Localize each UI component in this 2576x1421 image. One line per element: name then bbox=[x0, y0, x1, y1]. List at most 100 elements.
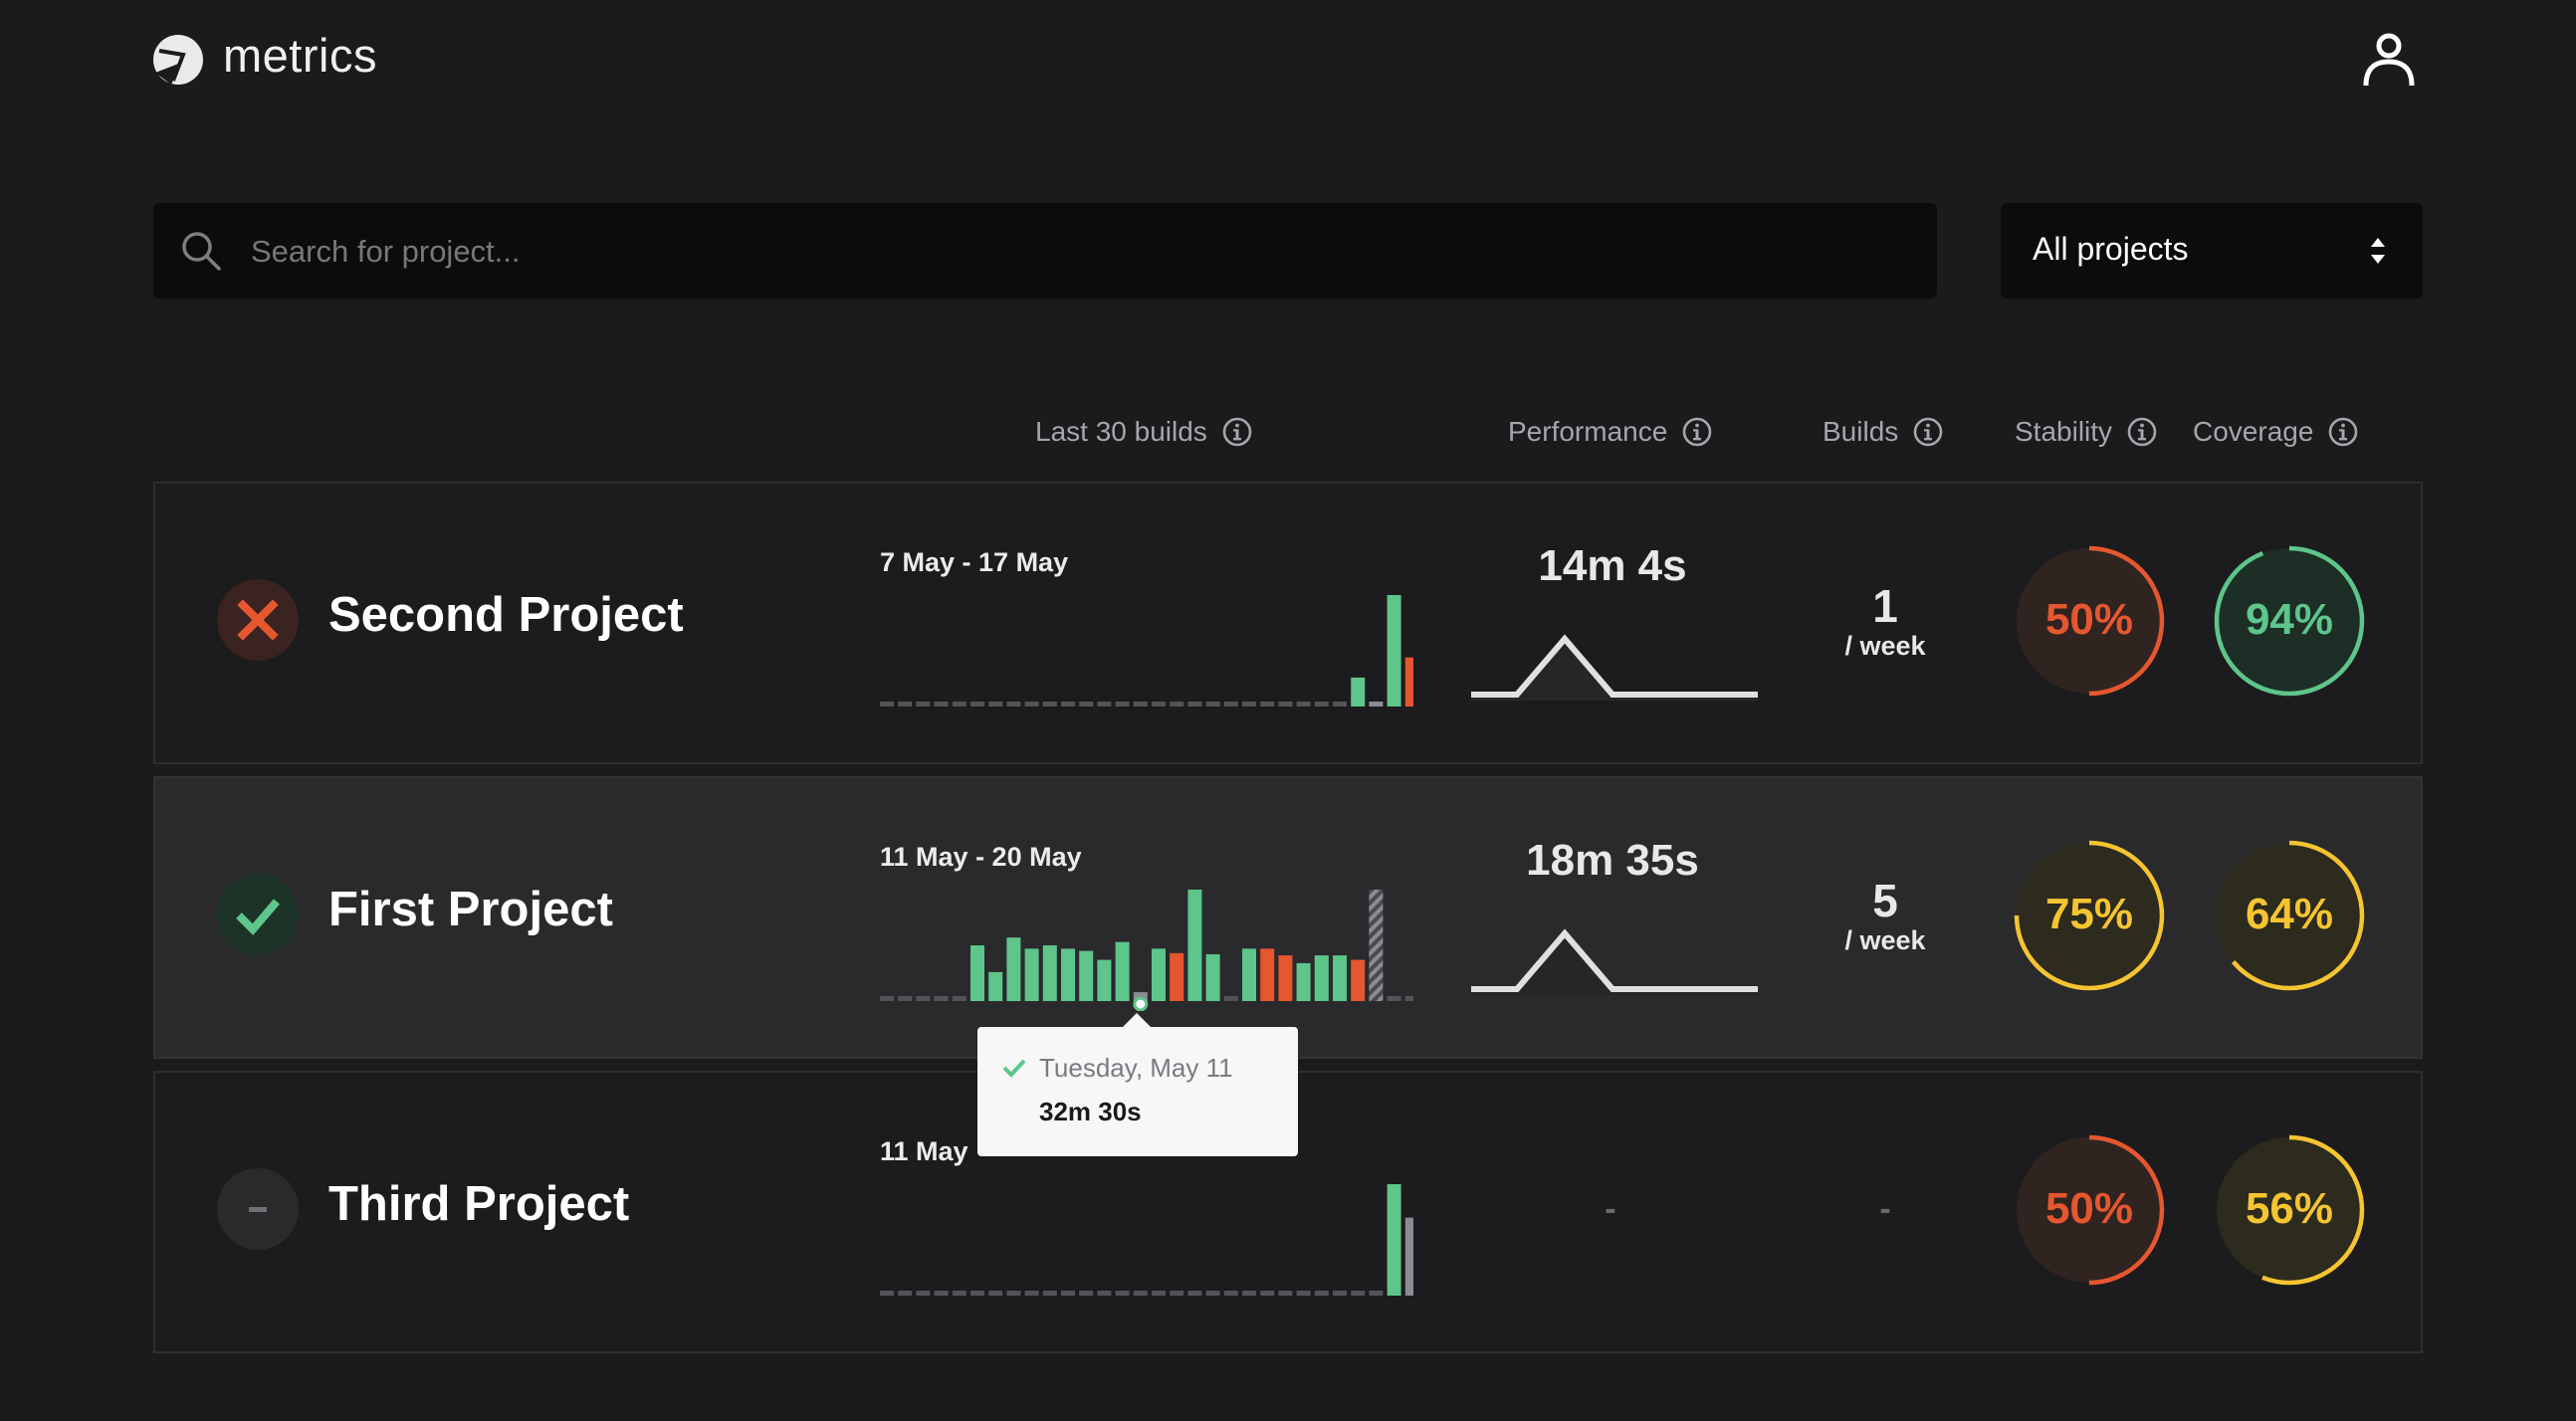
build-bar[interactable] bbox=[1205, 953, 1220, 1001]
build-bar[interactable] bbox=[1278, 955, 1293, 1001]
column-header-label: Stability bbox=[2015, 416, 2113, 447]
build-bar-empty bbox=[952, 1291, 966, 1296]
build-bar[interactable] bbox=[1170, 952, 1184, 1001]
build-bar[interactable] bbox=[1006, 937, 1021, 1001]
build-bar[interactable] bbox=[1387, 1184, 1401, 1296]
build-bar-empty bbox=[1314, 1291, 1329, 1296]
performance-value: - bbox=[1605, 1190, 1616, 1228]
build-bar[interactable] bbox=[1079, 950, 1094, 1001]
build-bar-empty bbox=[1205, 1291, 1220, 1296]
build-bar[interactable] bbox=[1152, 948, 1166, 1001]
build-bar-empty bbox=[1404, 996, 1413, 1001]
build-bar[interactable] bbox=[1024, 948, 1039, 1001]
build-bar[interactable] bbox=[1260, 948, 1275, 1001]
column-header-label: Builds bbox=[1823, 416, 1899, 447]
build-bar[interactable] bbox=[988, 971, 1003, 1001]
user-profile-icon[interactable] bbox=[2361, 32, 2417, 88]
build-bar-empty bbox=[1387, 996, 1401, 1001]
tooltip-arrow bbox=[1121, 1013, 1153, 1029]
build-tooltip bbox=[977, 1027, 1298, 1156]
build-bar-empty bbox=[1278, 1291, 1293, 1296]
builds-unit: / week bbox=[1844, 631, 1926, 661]
build-bar-empty bbox=[1133, 1291, 1148, 1296]
build-bar[interactable] bbox=[1404, 1217, 1413, 1296]
build-bar-empty bbox=[1333, 1291, 1347, 1296]
column-header-label: Last 30 builds bbox=[1035, 416, 1207, 447]
column-header-last-30-builds: Last 30 builds bbox=[1035, 416, 1253, 448]
build-bar-empty bbox=[880, 1291, 894, 1296]
build-bar[interactable] bbox=[1296, 962, 1311, 1001]
project-name[interactable]: Third Project bbox=[328, 1177, 630, 1231]
coverage-value: 94% bbox=[2245, 595, 2334, 644]
info-icon[interactable] bbox=[1221, 416, 1253, 448]
last-30-builds-chart[interactable] bbox=[876, 587, 1413, 716]
build-bar[interactable] bbox=[1115, 941, 1130, 1001]
build-bar[interactable] bbox=[1369, 702, 1384, 707]
build-bar-empty bbox=[1205, 702, 1220, 707]
build-bar[interactable] bbox=[1097, 959, 1112, 1001]
info-icon[interactable] bbox=[2126, 416, 2158, 448]
build-bar-empty bbox=[1133, 702, 1148, 707]
info-icon[interactable] bbox=[1681, 416, 1713, 448]
select-arrows-icon bbox=[2371, 238, 2385, 264]
project-filter-select[interactable] bbox=[2001, 203, 2423, 299]
build-bar-empty bbox=[1061, 702, 1075, 707]
build-bar[interactable] bbox=[1387, 595, 1401, 707]
build-bar-empty bbox=[898, 996, 913, 1001]
build-bar-empty bbox=[1006, 1291, 1021, 1296]
build-bar-empty bbox=[898, 1291, 913, 1296]
builds-count: 1 bbox=[1872, 580, 1898, 632]
build-bar[interactable] bbox=[1242, 948, 1256, 1001]
stability-value: 75% bbox=[2044, 890, 2134, 938]
build-bar-empty bbox=[1042, 1291, 1057, 1296]
project-name[interactable]: Second Project bbox=[328, 588, 684, 642]
project-name[interactable]: First Project bbox=[328, 883, 613, 936]
project-filter-value: All projects bbox=[2033, 231, 2189, 267]
build-date-range: 11 May - 20 May bbox=[880, 842, 1082, 872]
build-bar-empty bbox=[1024, 702, 1039, 707]
build-bar-empty bbox=[1152, 702, 1166, 707]
dash-icon bbox=[249, 1207, 267, 1212]
build-bar-empty bbox=[970, 1291, 984, 1296]
build-bar-empty bbox=[1242, 1291, 1256, 1296]
build-bar[interactable] bbox=[1061, 948, 1075, 1001]
search-icon bbox=[182, 232, 221, 271]
build-bar-in-progress[interactable] bbox=[1369, 890, 1384, 1001]
search-input[interactable] bbox=[249, 209, 1905, 295]
build-bar[interactable] bbox=[1351, 677, 1366, 707]
builds-count: 5 bbox=[1872, 875, 1898, 926]
build-bar[interactable] bbox=[970, 945, 984, 1001]
build-bar-empty bbox=[1369, 1291, 1384, 1296]
column-header-label: Performance bbox=[1508, 416, 1668, 447]
build-bar-empty bbox=[1170, 702, 1184, 707]
tooltip-date: Tuesday, May 11 bbox=[1039, 1053, 1233, 1083]
stability-gauge bbox=[2014, 840, 2165, 991]
build-bar-empty bbox=[916, 702, 931, 707]
last-30-builds-chart[interactable] bbox=[876, 882, 1413, 1011]
stability-gauge bbox=[2014, 545, 2165, 697]
builds-unit: / week bbox=[1844, 925, 1926, 955]
last-30-builds-chart[interactable] bbox=[876, 1176, 1413, 1306]
build-bar-empty bbox=[1296, 702, 1311, 707]
build-bar[interactable] bbox=[1404, 657, 1413, 707]
build-bar[interactable] bbox=[1333, 955, 1347, 1001]
build-bar[interactable] bbox=[1042, 945, 1057, 1001]
build-bar-empty bbox=[1187, 1291, 1202, 1296]
info-icon[interactable] bbox=[1912, 416, 1944, 448]
build-date-range: 7 May - 17 May bbox=[880, 547, 1069, 577]
build-bar[interactable] bbox=[1314, 955, 1329, 1001]
column-header-stability: Stability bbox=[2015, 416, 2158, 448]
build-bar[interactable] bbox=[1187, 890, 1202, 1001]
performance-sparkline bbox=[1471, 928, 1758, 995]
build-bar-empty bbox=[1024, 1291, 1039, 1296]
coverage-value: 56% bbox=[2245, 1184, 2334, 1233]
build-bar-empty bbox=[952, 702, 966, 707]
info-icon[interactable] bbox=[2327, 416, 2359, 448]
coverage-gauge bbox=[2214, 1134, 2365, 1286]
build-bar-empty bbox=[1278, 702, 1293, 707]
coverage-value: 64% bbox=[2245, 890, 2334, 938]
column-header-performance: Performance bbox=[1508, 416, 1713, 448]
build-bar[interactable] bbox=[1351, 959, 1366, 1001]
build-bar-empty bbox=[880, 702, 894, 707]
build-bar-empty bbox=[1079, 1291, 1094, 1296]
